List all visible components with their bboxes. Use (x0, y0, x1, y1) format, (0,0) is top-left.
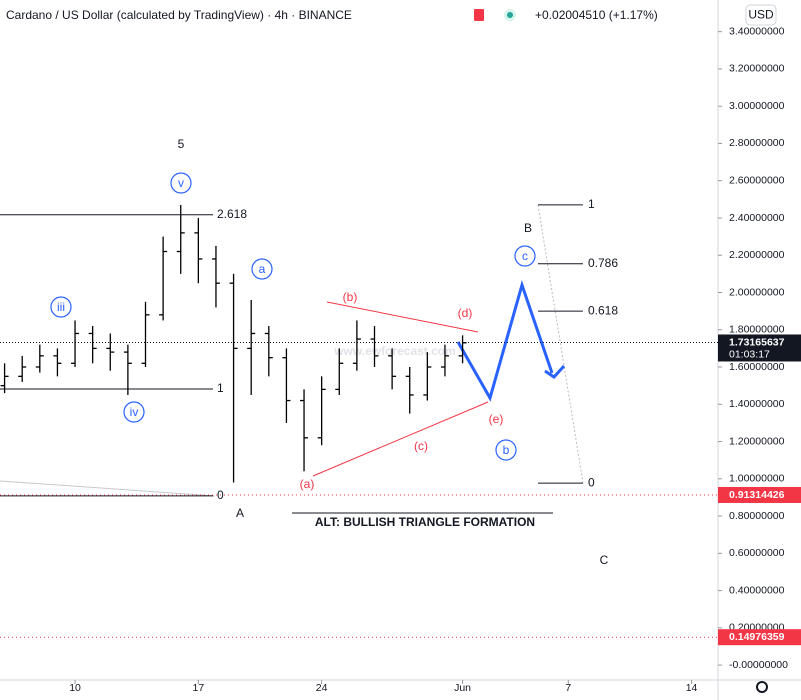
wave-label-circle (170, 172, 192, 194)
y-tick-label: 2.00000000 (729, 286, 785, 298)
fib-level-label: 0.618 (588, 303, 618, 317)
wave-label: iii (57, 300, 65, 314)
wave-label-circle (251, 258, 273, 280)
note: ALT: BULLISH TRIANGLE FORMATION (315, 515, 535, 529)
wave-label: v (178, 176, 184, 190)
wave-label: B (524, 221, 532, 235)
currency-button[interactable] (745, 4, 777, 26)
y-tick-label: 1.40000000 (729, 398, 785, 410)
fib-level-label: 0.786 (588, 256, 618, 270)
alert-price-label: 0.91314426 (729, 489, 785, 501)
fib-level-label: 1 (588, 197, 595, 211)
y-tick-label: 2.40000000 (729, 212, 785, 224)
status-dot (507, 12, 513, 18)
y-tick-label: 3.40000000 (729, 25, 785, 37)
projection-arrowhead (544, 364, 566, 379)
y-tick-label: 2.20000000 (729, 249, 785, 261)
triangle-lower-line (312, 401, 489, 477)
current-price-box (718, 334, 801, 362)
y-tick-label: 2.60000000 (729, 174, 785, 186)
wave-label-circle (123, 401, 145, 423)
price-change: +0.02004510 (+1.17%) (535, 8, 658, 22)
fib-level-label: 1 (217, 381, 224, 395)
projection-path (456, 279, 554, 402)
wave-label: (c) (414, 439, 428, 453)
y-tick-label: 1.00000000 (729, 473, 785, 485)
y-tick-label: 0.40000000 (729, 584, 785, 596)
countdown-label: 01:03:17 (729, 348, 770, 360)
y-tick-label: 1.20000000 (729, 435, 785, 447)
y-tick-label: 1.80000000 (729, 324, 785, 336)
alert-price-label: 0.14976359 (729, 631, 785, 643)
fib-level-label: 0 (588, 475, 595, 489)
y-tick-label: 3.20000000 (729, 63, 785, 75)
wave-label: (d) (458, 306, 473, 320)
flag-icon[interactable] (474, 9, 484, 21)
y-tick-label: -0.00000000 (729, 659, 788, 671)
x-tick-label: 10 (69, 682, 81, 694)
x-tick-label: 7 (565, 682, 571, 694)
wave-label: A (236, 506, 244, 520)
wave-label-circle (514, 245, 536, 267)
wave-label: 5 (178, 137, 185, 151)
x-tick-label: 24 (316, 682, 328, 694)
current-price-label: 1.73165637 (729, 336, 785, 348)
wave-label: iv (130, 405, 139, 419)
fib-trend-line (537, 204, 584, 484)
alert-price-box (718, 629, 801, 646)
x-tick-label: 17 (193, 682, 205, 694)
y-tick-label: 1.60000000 (729, 361, 785, 373)
y-tick-label: 2.80000000 (729, 137, 785, 149)
x-tick-label: Jun (454, 682, 471, 694)
y-tick-label: 3.00000000 (729, 100, 785, 112)
wave-label: c (522, 249, 528, 263)
wave-label: a (259, 262, 266, 276)
wave-label-circle (50, 296, 72, 318)
wave-label: (e) (489, 412, 504, 426)
y-tick-label: 0.80000000 (729, 510, 785, 522)
trend-line (0, 480, 216, 497)
wave-label: (b) (343, 290, 358, 304)
wave-label: C (600, 553, 609, 567)
wave-label-circle (495, 439, 517, 461)
wave-label: (a) (300, 477, 315, 491)
settings-icon[interactable] (756, 681, 768, 693)
alert-price-box (718, 486, 801, 503)
currency-button-label[interactable]: USD (748, 8, 774, 22)
y-tick-label: 0.60000000 (729, 547, 785, 559)
wave-label: b (503, 443, 510, 457)
x-tick-label: 14 (686, 682, 698, 694)
symbol-title: Cardano / US Dollar (calculated by Tradi… (6, 8, 352, 22)
triangle-upper-line (326, 301, 479, 333)
fib-level-label: 2.618 (217, 207, 247, 221)
watermark: www.ewforecast.com (333, 344, 456, 358)
